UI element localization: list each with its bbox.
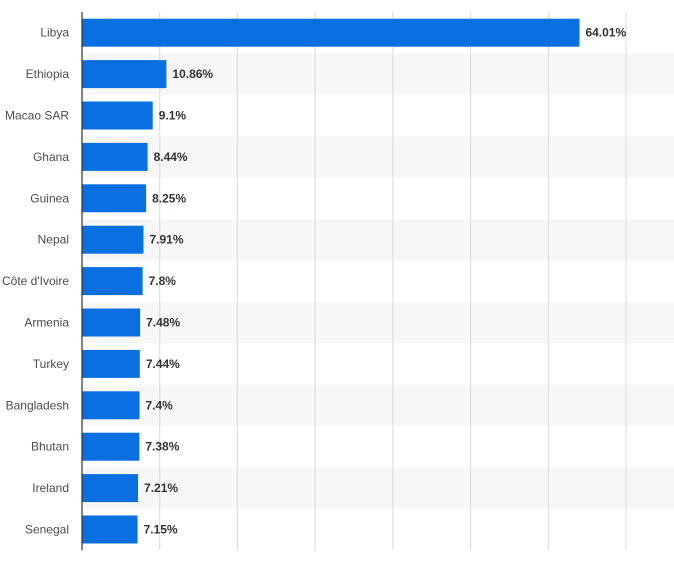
category-label: Senegal — [25, 523, 69, 537]
value-label: 7.21% — [144, 481, 178, 495]
value-label: 7.4% — [146, 398, 174, 412]
category-label: Ghana — [33, 150, 69, 164]
bar[interactable] — [82, 308, 141, 337]
category-labels: Libya Ethiopia Macao SAR Ghana Guinea Nepal Cô… — [2, 26, 69, 537]
bar[interactable] — [82, 515, 138, 544]
bars — [82, 18, 580, 544]
row-band — [82, 53, 674, 95]
bar[interactable] — [82, 432, 140, 461]
bar[interactable] — [82, 474, 139, 503]
bar[interactable] — [82, 142, 148, 171]
row-band — [82, 219, 674, 261]
category-label: Bangladesh — [6, 398, 69, 412]
category-label: Nepal — [38, 233, 69, 247]
bar[interactable] — [82, 391, 140, 420]
category-label: Côte d'Ivoire — [2, 274, 69, 288]
value-label: 7.38% — [145, 440, 179, 454]
value-label: 64.01% — [585, 26, 626, 40]
value-label: 7.8% — [149, 274, 177, 288]
row-band — [82, 384, 674, 426]
value-label: 7.44% — [146, 357, 180, 371]
bar[interactable] — [82, 349, 140, 378]
category-label: Macao SAR — [5, 109, 69, 123]
row-band — [82, 136, 674, 178]
value-label: 7.91% — [149, 233, 183, 247]
value-label: 7.48% — [146, 316, 180, 330]
category-label: Ireland — [32, 481, 69, 495]
row-band — [82, 467, 674, 509]
value-label: 7.15% — [144, 523, 178, 537]
row-band — [82, 301, 674, 344]
bar[interactable] — [82, 184, 147, 213]
bar[interactable] — [82, 225, 144, 254]
category-label: Armenia — [24, 316, 69, 330]
value-label: 8.44% — [154, 150, 188, 164]
category-label: Turkey — [33, 357, 69, 371]
value-label: 9.1% — [159, 109, 187, 123]
value-label: 8.25% — [152, 191, 186, 205]
bar[interactable] — [82, 18, 580, 47]
row-bands — [82, 53, 674, 509]
bar[interactable] — [82, 60, 167, 89]
value-label: 10.86% — [172, 67, 213, 81]
bar[interactable] — [82, 267, 143, 296]
category-label: Ethiopia — [26, 67, 70, 81]
bar[interactable] — [82, 101, 153, 130]
value-labels: 64.01% 10.86% 9.1% 8.44% 8.25% 7.91% 7.8% 7.48%… — [144, 26, 627, 537]
category-label: Bhutan — [31, 440, 69, 454]
category-label: Guinea — [30, 191, 69, 205]
category-label: Libya — [40, 26, 69, 40]
gridlines — [159, 12, 627, 551]
